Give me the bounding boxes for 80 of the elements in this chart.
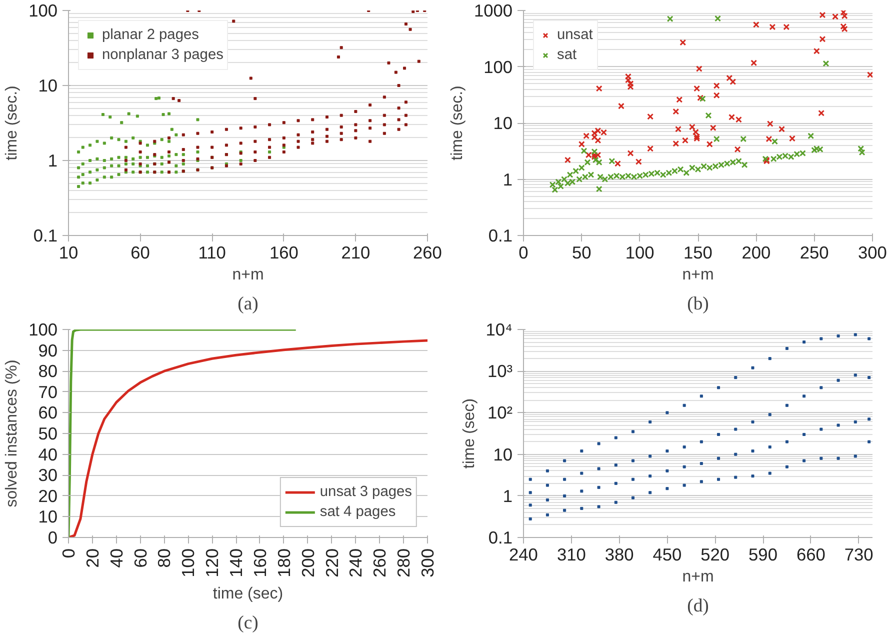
y-tick-label: 10: [493, 444, 513, 464]
x-tick-label: 120: [202, 548, 222, 578]
x-tick-label: 20: [82, 548, 102, 568]
y-tick-label: 0.1: [33, 226, 58, 246]
y-tick-label: 10: [38, 76, 58, 96]
y-tick-label: 30: [38, 465, 58, 486]
y-tick-label: 80: [38, 361, 58, 382]
text: (a): [238, 294, 258, 314]
y-axis-title: time (sec): [460, 398, 478, 469]
x-tick-label: 80: [154, 548, 174, 568]
x-tick-label: 240: [509, 544, 538, 564]
y-axis-title: time (sec.): [4, 86, 21, 160]
y-tick-label: 40: [38, 444, 58, 464]
y-tick-label: 10: [493, 113, 513, 133]
x-tick-label: 180: [274, 548, 294, 578]
x-tick-label: 100: [625, 242, 654, 262]
text: (d): [687, 596, 709, 616]
y-tick-label: 100: [484, 56, 513, 77]
x-tick-label: 590: [748, 544, 778, 564]
x-tick-label: 100: [178, 548, 198, 578]
text: (c): [238, 612, 258, 634]
x-axis-title: n+m: [682, 568, 714, 586]
x-tick-label: 0: [58, 548, 78, 558]
y-tick-label: 100: [28, 320, 58, 340]
y-tick-label: 10⁴: [486, 320, 513, 340]
y-tick-label: 0.1: [488, 226, 513, 246]
x-tick-label: 160: [269, 242, 298, 262]
y-tick-label: 70: [38, 382, 58, 402]
x-axis-title: n+m: [682, 266, 714, 284]
x-tick-label: 200: [742, 242, 771, 262]
y-tick-label: 1000: [474, 0, 513, 20]
y-tick-label: 90: [38, 340, 58, 360]
x-tick-label: 240: [346, 548, 366, 578]
y-tick-label: 0.1: [488, 528, 513, 548]
y-tick-label: 10: [38, 506, 58, 527]
legend-label: sat 4 pages: [320, 504, 396, 520]
x-tick-label: 210: [341, 242, 370, 262]
y-tick-label: 1: [502, 169, 513, 190]
x-tick-label: 280: [394, 548, 414, 578]
x-tick-label: 310: [556, 544, 586, 564]
y-tick-label: 10²: [487, 402, 513, 423]
y-tick-label: 20: [38, 486, 58, 506]
y-axis-title: solved instances (%): [4, 360, 21, 508]
x-tick-label: 300: [418, 548, 438, 578]
y-tick-label: 1: [48, 150, 58, 170]
legend-label: unsat: [557, 27, 593, 43]
text: (b): [687, 294, 709, 314]
x-tick-label: 150: [684, 242, 712, 262]
x-tick-label: 250: [800, 242, 829, 262]
x-tick-label: 380: [604, 544, 634, 564]
x-tick-label: 110: [198, 242, 226, 262]
x-tick-label: 220: [322, 548, 342, 578]
y-tick-label: 0: [48, 528, 58, 548]
y-tick-label: 60: [38, 402, 58, 423]
x-tick-label: 300: [858, 242, 887, 262]
legend-label: nonplanar 3 pages: [102, 47, 224, 63]
x-tick-label: 60: [130, 242, 150, 262]
legend-label: planar 2 pages: [102, 27, 199, 43]
y-axis-title: time (sec.): [448, 86, 466, 160]
x-tick-label: 160: [250, 548, 270, 578]
y-tick-label: 1: [502, 486, 513, 506]
x-axis-title: time (sec): [212, 585, 284, 602]
x-tick-label: 60: [130, 548, 150, 568]
x-tick-label: 520: [700, 544, 730, 564]
x-tick-label: 660: [796, 544, 826, 564]
x-tick-label: 200: [298, 548, 318, 578]
x-axis-title: n+m: [232, 266, 264, 284]
x-tick-label: 450: [652, 544, 682, 564]
y-tick-label: 100: [28, 0, 58, 20]
x-tick-label: 40: [106, 548, 126, 568]
legend-label: sat: [557, 47, 577, 63]
x-tick-label: 260: [370, 548, 390, 578]
legend-label: unsat 3 pages: [320, 484, 412, 500]
x-tick-label: 730: [844, 544, 874, 564]
x-tick-label: 50: [572, 242, 592, 262]
y-tick-label: 50: [38, 424, 58, 444]
x-tick-label: 140: [226, 548, 246, 578]
x-tick-label: 260: [413, 242, 442, 262]
y-tick-label: 10³: [487, 361, 513, 382]
x-tick-label: 0: [518, 242, 528, 262]
